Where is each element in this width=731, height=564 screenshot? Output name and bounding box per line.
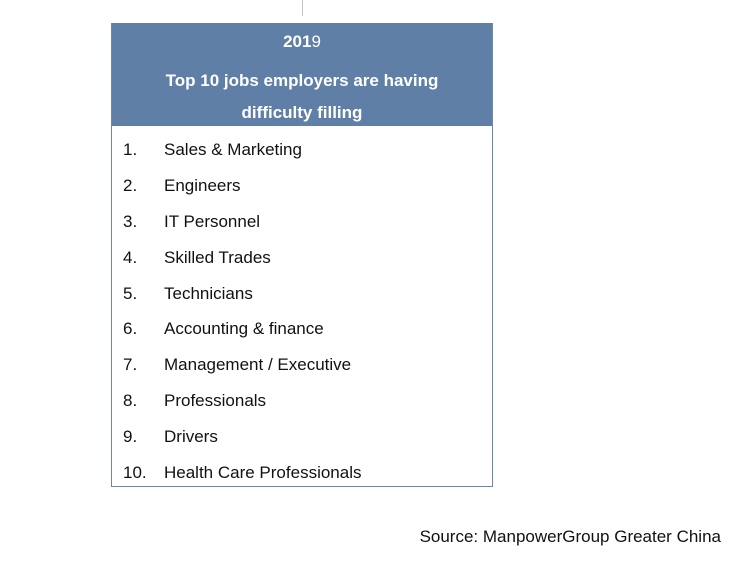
source-note: Source: ManpowerGroup Greater China	[419, 527, 721, 546]
list-item: 3. IT Personnel	[112, 204, 492, 240]
job-name: Technicians	[164, 283, 253, 303]
top-divider-line	[302, 0, 303, 16]
job-rank: 7.	[123, 355, 138, 375]
list-item: 6. Accounting & finance	[112, 311, 492, 347]
top-jobs-card: 2019 Top 10 jobs employers are having di…	[111, 23, 493, 487]
card-title: Top 10 jobs employers are having difficu…	[165, 71, 439, 122]
job-rank: 1.	[123, 139, 138, 159]
job-name: Professionals	[164, 391, 267, 411]
list-item: 5. Technicians	[112, 276, 492, 312]
job-name: Drivers	[164, 427, 218, 447]
job-list: 1. Sales & Marketing 2. Engineers 3. IT …	[112, 126, 492, 491]
year-main: 201	[283, 32, 312, 51]
year-tail: 9	[311, 32, 321, 51]
job-name: Engineers	[164, 175, 241, 195]
job-rank: 8.	[123, 391, 138, 411]
job-name: Accounting & finance	[164, 319, 324, 339]
job-rank: 2.	[123, 175, 138, 195]
list-item: 7. Management / Executive	[112, 347, 492, 383]
list-item: 10. Health Care Professionals	[112, 455, 492, 491]
list-item: 4. Skilled Trades	[112, 240, 492, 276]
list-item: 9. Drivers	[112, 419, 492, 455]
card-header: 2019 Top 10 jobs employers are having di…	[112, 23, 492, 126]
job-rank: 10.	[123, 462, 147, 482]
job-name: Management / Executive	[164, 355, 352, 375]
year-heading: 2019	[112, 32, 492, 52]
job-name: IT Personnel	[164, 211, 261, 231]
job-rank: 4.	[123, 247, 138, 267]
job-rank: 9.	[123, 427, 138, 447]
list-item: 1. Sales & Marketing	[112, 132, 492, 168]
job-name: Health Care Professionals	[164, 462, 362, 482]
job-rank: 3.	[123, 211, 138, 231]
job-name: Skilled Trades	[164, 247, 271, 267]
list-item: 8. Professionals	[112, 383, 492, 419]
job-rank: 6.	[123, 319, 138, 339]
list-item: 2. Engineers	[112, 168, 492, 204]
job-rank: 5.	[123, 283, 138, 303]
job-name: Sales & Marketing	[164, 139, 302, 159]
